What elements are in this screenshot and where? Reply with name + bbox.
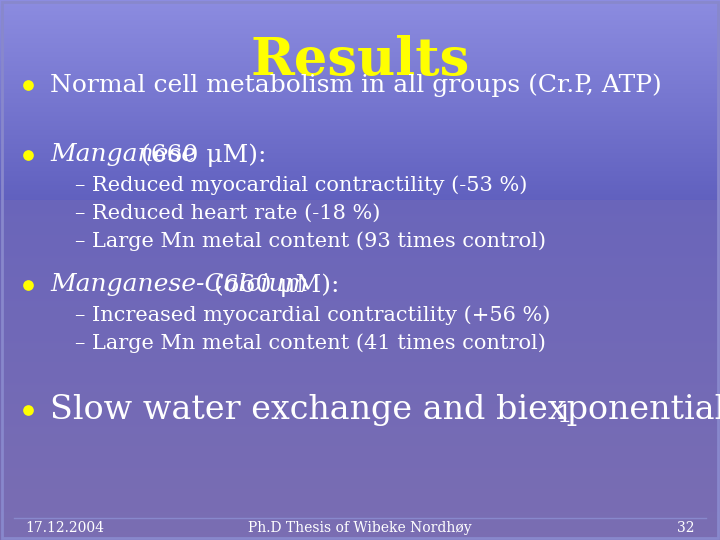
Text: – Reduced myocardial contractility (-53 %): – Reduced myocardial contractility (-53 … — [75, 175, 527, 195]
Text: Normal cell metabolism in all groups (Cr.P, ATP): Normal cell metabolism in all groups (Cr… — [50, 73, 662, 97]
Text: Manganese-Calcium: Manganese-Calcium — [50, 273, 308, 296]
Text: – Large Mn metal content (93 times control): – Large Mn metal content (93 times contr… — [75, 231, 546, 251]
Text: 1: 1 — [557, 404, 572, 428]
Text: (660 μM):: (660 μM): — [207, 273, 340, 297]
Text: Manganese: Manganese — [50, 144, 196, 166]
Text: – Large Mn metal content (41 times control): – Large Mn metal content (41 times contr… — [75, 333, 546, 353]
Text: – Reduced heart rate (-18 %): – Reduced heart rate (-18 %) — [75, 204, 380, 222]
Text: 17.12.2004: 17.12.2004 — [25, 521, 104, 535]
Text: Slow water exchange and biexponential T: Slow water exchange and biexponential T — [50, 394, 720, 426]
Text: (660 μM):: (660 μM): — [132, 143, 266, 167]
Text: – Increased myocardial contractility (+56 %): – Increased myocardial contractility (+5… — [75, 305, 550, 325]
Text: Results: Results — [251, 35, 469, 86]
Text: 32: 32 — [678, 521, 695, 535]
Text: Ph.D Thesis of Wibeke Nordhøy: Ph.D Thesis of Wibeke Nordhøy — [248, 521, 472, 535]
